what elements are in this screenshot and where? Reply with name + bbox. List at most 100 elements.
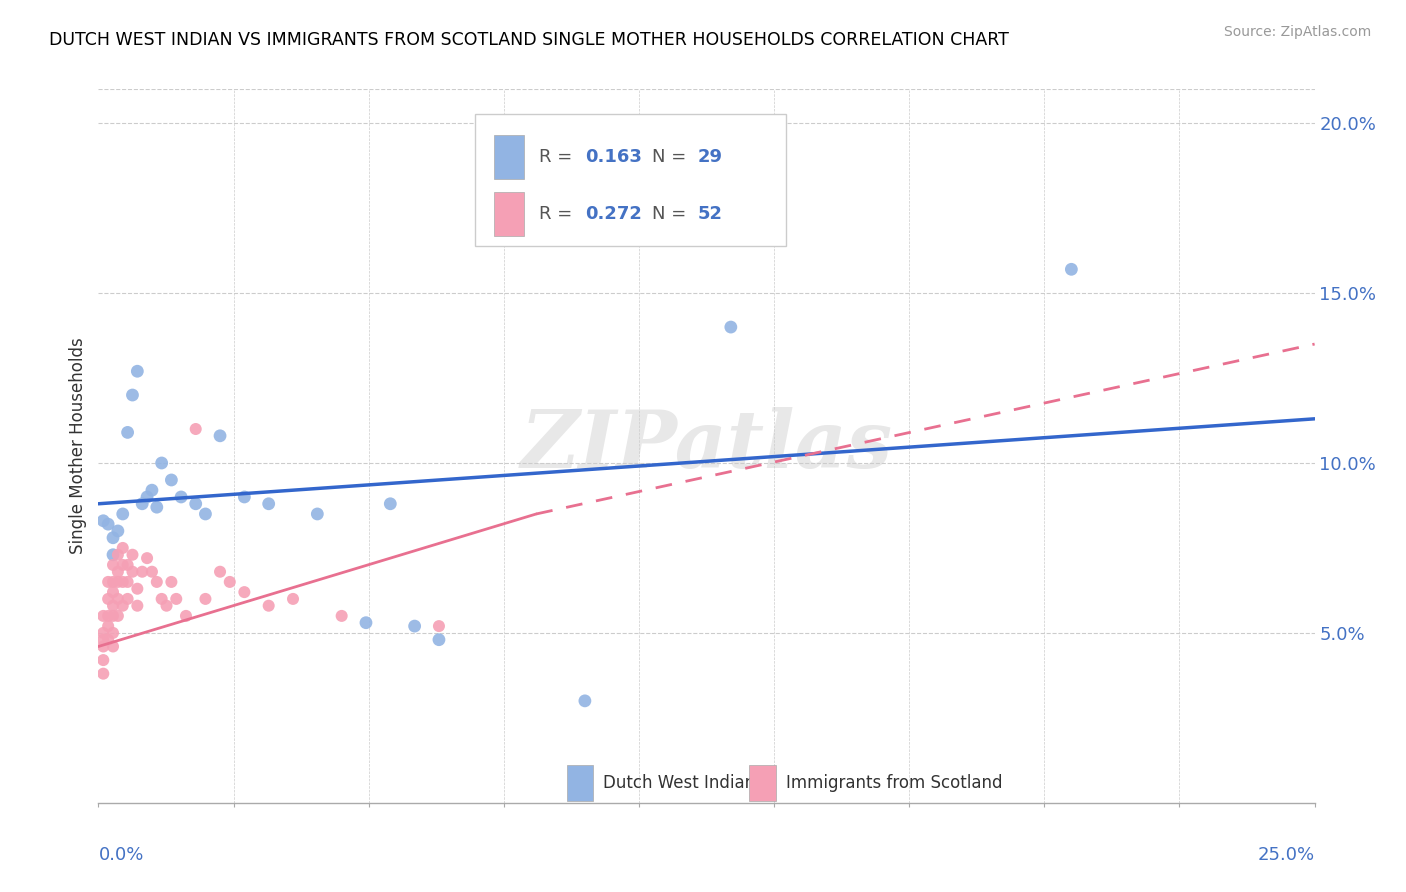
Point: [218, 574, 240, 589]
Point: [127, 582, 149, 596]
Text: 0.272: 0.272: [585, 205, 641, 223]
Point: [233, 490, 256, 504]
Point: [117, 425, 139, 440]
FancyBboxPatch shape: [567, 765, 593, 801]
Text: R =: R =: [538, 148, 578, 166]
Point: [155, 599, 177, 613]
Point: [91, 666, 114, 681]
Point: [101, 626, 124, 640]
Point: [574, 694, 596, 708]
Point: [257, 599, 280, 613]
Text: N =: N =: [652, 148, 692, 166]
Point: [101, 585, 124, 599]
FancyBboxPatch shape: [494, 192, 524, 236]
Point: [1060, 262, 1083, 277]
Point: [141, 565, 163, 579]
Point: [107, 608, 129, 623]
Point: [330, 608, 353, 623]
Point: [107, 591, 129, 606]
Point: [136, 490, 159, 504]
Point: [111, 541, 134, 555]
Point: [141, 483, 163, 498]
Point: [101, 608, 124, 623]
Point: [174, 608, 197, 623]
Point: [160, 473, 183, 487]
Text: Dutch West Indians: Dutch West Indians: [603, 774, 763, 792]
Point: [121, 565, 143, 579]
Point: [101, 574, 124, 589]
Point: [380, 497, 402, 511]
Point: [107, 565, 129, 579]
Text: N =: N =: [652, 205, 692, 223]
FancyBboxPatch shape: [749, 765, 776, 801]
Point: [307, 507, 329, 521]
Point: [184, 422, 207, 436]
Text: 52: 52: [697, 205, 723, 223]
Point: [146, 574, 169, 589]
Point: [91, 632, 114, 647]
Point: [233, 585, 256, 599]
Point: [91, 626, 114, 640]
Point: [111, 558, 134, 572]
Point: [101, 558, 124, 572]
Point: [111, 599, 134, 613]
Point: [91, 514, 114, 528]
Point: [720, 320, 742, 334]
Point: [194, 507, 217, 521]
Point: [111, 507, 134, 521]
Point: [194, 591, 217, 606]
Point: [146, 500, 169, 515]
Point: [354, 615, 377, 630]
Point: [117, 591, 139, 606]
Y-axis label: Single Mother Households: Single Mother Households: [69, 338, 87, 554]
Point: [427, 632, 450, 647]
Point: [165, 591, 187, 606]
Point: [170, 490, 193, 504]
Text: Source: ZipAtlas.com: Source: ZipAtlas.com: [1223, 25, 1371, 39]
Point: [101, 599, 124, 613]
Text: DUTCH WEST INDIAN VS IMMIGRANTS FROM SCOTLAND SINGLE MOTHER HOUSEHOLDS CORRELATI: DUTCH WEST INDIAN VS IMMIGRANTS FROM SCO…: [49, 31, 1010, 49]
Text: ZIPatlas: ZIPatlas: [520, 408, 893, 484]
Point: [281, 591, 304, 606]
Text: R =: R =: [538, 205, 578, 223]
Point: [97, 608, 120, 623]
Text: 25.0%: 25.0%: [1257, 846, 1315, 863]
Point: [121, 388, 143, 402]
Point: [427, 619, 450, 633]
Point: [117, 574, 139, 589]
Point: [136, 551, 159, 566]
FancyBboxPatch shape: [475, 114, 786, 246]
Point: [101, 531, 124, 545]
Point: [101, 548, 124, 562]
Point: [97, 591, 120, 606]
FancyBboxPatch shape: [494, 135, 524, 179]
Text: 0.163: 0.163: [585, 148, 641, 166]
Point: [131, 565, 153, 579]
Point: [127, 599, 149, 613]
Point: [97, 517, 120, 532]
Point: [117, 558, 139, 572]
Point: [107, 548, 129, 562]
Point: [150, 591, 173, 606]
Point: [209, 565, 232, 579]
Point: [97, 619, 120, 633]
Point: [121, 548, 143, 562]
Text: 0.0%: 0.0%: [98, 846, 143, 863]
Point: [127, 364, 149, 378]
Point: [404, 619, 426, 633]
Point: [97, 632, 120, 647]
Point: [91, 608, 114, 623]
Point: [184, 497, 207, 511]
Text: Immigrants from Scotland: Immigrants from Scotland: [786, 774, 1002, 792]
Point: [107, 524, 129, 538]
Text: 29: 29: [697, 148, 723, 166]
Point: [101, 640, 124, 654]
Point: [209, 429, 232, 443]
Point: [257, 497, 280, 511]
Point: [111, 574, 134, 589]
Point: [160, 574, 183, 589]
Point: [131, 497, 153, 511]
Point: [91, 640, 114, 654]
Point: [107, 574, 129, 589]
Point: [150, 456, 173, 470]
